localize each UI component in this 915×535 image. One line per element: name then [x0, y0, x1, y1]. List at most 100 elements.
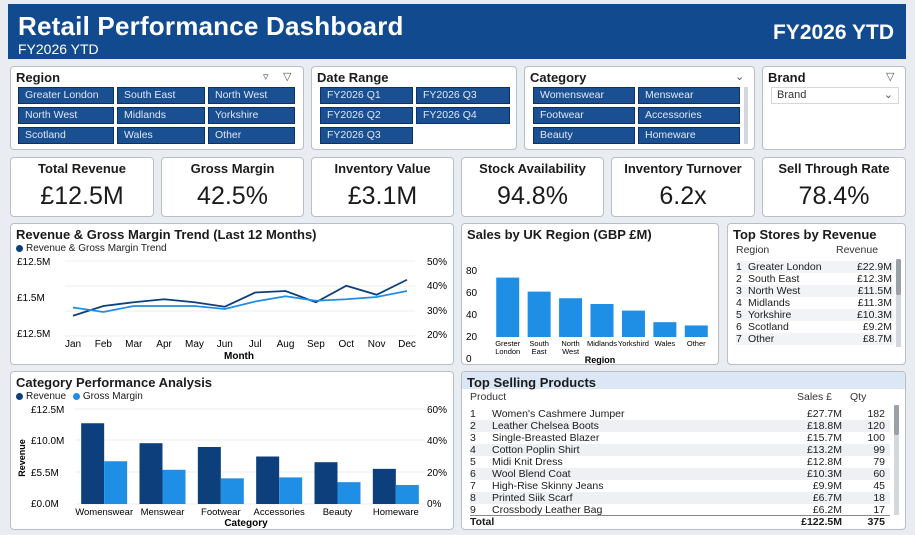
region-option[interactable]: North West [208, 87, 295, 104]
region-option[interactable]: Wales [117, 127, 205, 144]
kpi-value: £12.5M [40, 182, 124, 210]
region-slicer: Region ▿ ▽ Greater London South East Nor… [10, 66, 304, 150]
x-tick-label: South East [529, 339, 549, 356]
date-option[interactable]: FY2026 Q3 [320, 127, 413, 144]
store-name: Scotland [748, 321, 789, 333]
category-option[interactable]: Accessories [638, 107, 740, 124]
x-tick-label: Grester London [495, 339, 521, 356]
revenue-bar [197, 447, 221, 504]
y-axis-title: Revenue [17, 439, 27, 477]
region-chart-title: Sales by UK Region (GBP £M) [467, 227, 652, 242]
region-option[interactable]: South East [117, 87, 205, 104]
y-tick-label: £10.0M [31, 436, 64, 447]
product-sales: £18.8M [806, 420, 842, 432]
trend-chart: £12.5M £1.5M £12.5M 50% 40% 30% 20% Mont… [17, 257, 447, 362]
chevron-down-icon[interactable]: ⌄ [735, 71, 745, 83]
date-option[interactable]: FY2026 Q3 [416, 87, 510, 104]
region-option[interactable]: Scotland [18, 127, 114, 144]
revenue-bar [256, 456, 280, 504]
col-header-sales[interactable]: Sales £ [797, 391, 833, 403]
date-option[interactable]: FY2026 Q2 [320, 107, 413, 124]
scrollbar[interactable] [896, 259, 901, 347]
x-tick-label: May [185, 339, 204, 350]
table-row[interactable]: 1 Greater London £22.9M [736, 261, 894, 273]
table-row[interactable]: 3 North West £11.5M [736, 285, 894, 297]
revenue-bar [314, 462, 338, 504]
scrollbar-thumb[interactable] [896, 259, 901, 295]
y-right-tick-label: 50% [427, 257, 447, 268]
table-row[interactable]: 2 Leather Chelsea Boots £18.8M 120 [470, 420, 890, 432]
x-tick-label: Mar [125, 339, 143, 350]
region-chart: 80 60 40 20 0 Region Grester London South E… [466, 266, 708, 365]
date-option[interactable]: FY2026 Q4 [416, 107, 510, 124]
region-option[interactable]: Yorkshire [208, 107, 295, 124]
table-row[interactable]: 5 Midi Knit Dress £12.8M 79 [470, 456, 890, 468]
scrollbar-thumb[interactable] [894, 405, 899, 435]
x-tick-label: Nov [368, 339, 386, 350]
clear-filter-icon[interactable]: ▿ [263, 71, 269, 83]
table-row[interactable]: 4 Midlands £11.3M [736, 297, 894, 309]
y-right-tick-label: 40% [427, 436, 447, 447]
category-option[interactable]: Homeware [638, 127, 740, 144]
table-row[interactable]: 9 Crossbody Leather Bag £6.2M 17 [470, 504, 890, 516]
product-name: Leather Chelsea Boots [492, 420, 599, 432]
trend-legend: Revenue & Gross Margin Trend [16, 243, 167, 254]
kpi-value: 42.5% [197, 182, 268, 210]
category-option[interactable]: Beauty [533, 127, 635, 144]
product-name: Women's Cashmere Jumper [492, 408, 625, 420]
scrollbar[interactable] [744, 87, 748, 144]
y-right-tick-label: 30% [427, 306, 447, 317]
col-header-qty[interactable]: Qty [850, 391, 867, 403]
table-row[interactable]: 2 South East £12.3M [736, 273, 894, 285]
top-stores-title: Top Stores by Revenue [733, 227, 877, 242]
brand-dropdown[interactable]: Brand ⌄ [771, 87, 899, 104]
revenue-bar [372, 468, 396, 504]
legend-revenue: Revenue [26, 391, 67, 402]
table-row[interactable]: 7 Other £8.7M [736, 333, 894, 345]
y-right-tick-label: 20% [427, 330, 447, 341]
col-header-region: Region [736, 244, 770, 256]
table-row[interactable]: 1 Women's Cashmere Jumper £27.7M 182 [470, 408, 890, 420]
x-tick-label: Sep [307, 339, 325, 350]
rank: 4 [736, 297, 742, 309]
filter-icon[interactable]: ▽ [886, 71, 895, 83]
store-name: South East [748, 273, 800, 285]
category-option[interactable]: Womenswear [533, 87, 635, 104]
rank: 5 [470, 456, 476, 468]
trend-chart-panel: Revenue & Gross Margin Trend (Last 12 Mo… [10, 223, 454, 365]
product-sales: £9.9M [812, 480, 842, 492]
kpi-value: £3.1M [347, 182, 418, 210]
product-qty: 17 [873, 504, 885, 516]
x-tick-label: Jul [249, 339, 262, 350]
region-option[interactable]: Other [208, 127, 295, 144]
table-row[interactable]: 5 Yorkshire £10.3M [736, 309, 894, 321]
rank: 9 [470, 504, 476, 516]
products-table: 1 Women's Cashmere Jumper £27.7M 182 2 Leathe… [470, 408, 890, 518]
top-products-title: Top Selling Products [467, 375, 597, 390]
product-qty: 79 [873, 456, 885, 468]
x-tick-label: Wales [655, 339, 676, 348]
table-row[interactable]: 4 Cotton Poplin Shirt £13.2M 99 [470, 444, 890, 456]
scrollbar[interactable] [894, 405, 899, 515]
region-option[interactable]: Greater London [18, 87, 114, 104]
x-tick-label: North West [561, 339, 580, 356]
table-row[interactable]: 8 Printed Siik Scarf £6.7M 18 [470, 492, 890, 504]
table-row[interactable]: 3 Single-Breasted Blazer £15.7M 100 [470, 432, 890, 444]
table-row[interactable]: 6 Scotland £9.2M [736, 321, 894, 333]
x-axis-title: Month [224, 351, 254, 362]
y-tick-label: £12.5M [31, 405, 64, 416]
y-tick-label: £12.5M [17, 257, 50, 268]
category-option[interactable]: Menswear [638, 87, 740, 104]
category-option[interactable]: Footwear [533, 107, 635, 124]
table-row[interactable]: 6 Wool Blend Coat £10.3M 60 [470, 468, 890, 480]
date-option[interactable]: FY2026 Q1 [320, 87, 413, 104]
product-sales: £12.8M [806, 456, 842, 468]
x-tick-label: Jan [65, 339, 81, 350]
filter-icon[interactable]: ▽ [283, 71, 292, 83]
region-option[interactable]: Midlands [117, 107, 205, 124]
table-row[interactable]: 7 High-Rise Skinny Jeans £9.9M 45 [470, 480, 890, 492]
region-bar [527, 291, 551, 337]
y-tick-label: 40 [466, 310, 478, 321]
region-option[interactable]: North West [18, 107, 114, 124]
col-header-product: Product [470, 391, 507, 403]
